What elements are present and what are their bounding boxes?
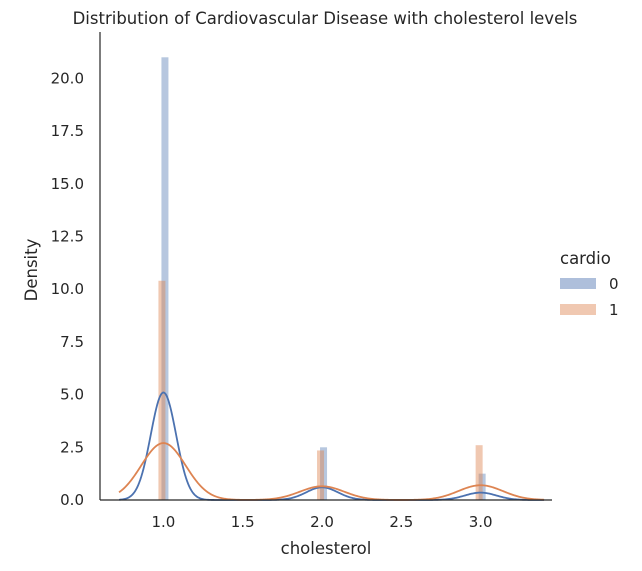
bar-cardio-1-2 xyxy=(317,450,325,500)
x-axis-label: cholesterol xyxy=(281,539,372,558)
x-tick-label: 3.0 xyxy=(469,513,493,531)
bar-cardio-1-1 xyxy=(158,280,166,500)
y-tick-label: 0.0 xyxy=(60,491,84,509)
x-tick-label: 1.0 xyxy=(152,513,176,531)
y-tick-label: 7.5 xyxy=(60,333,84,351)
y-tick-label: 12.5 xyxy=(51,227,84,245)
legend-label-cardio-0: 0 xyxy=(609,275,619,293)
y-tick-label: 17.5 xyxy=(51,122,84,140)
kde-line-cardio-1 xyxy=(118,442,545,501)
x-tick-label: 1.5 xyxy=(231,513,255,531)
bar-cardio-1-3 xyxy=(475,445,483,500)
y-axis-label: Density xyxy=(22,238,41,301)
legend-items: 01 xyxy=(560,275,619,319)
axes-layer xyxy=(99,32,552,501)
bar-cardio-0-1 xyxy=(161,57,169,500)
y-tick-label: 2.5 xyxy=(60,438,84,456)
x-tick-labels: 1.0 1.5 2.0 2.5 3.0 xyxy=(152,513,493,531)
y-tick-label: 5.0 xyxy=(60,386,84,404)
legend-swatch-cardio-0 xyxy=(560,278,596,289)
y-tick-labels: 0.0 2.5 5.0 7.5 10.0 12.5 15.0 17.5 20.0 xyxy=(51,69,84,509)
legend: cardio 01 xyxy=(560,249,619,319)
bar-cardio-0-2 xyxy=(320,447,328,500)
legend-label-cardio-1: 1 xyxy=(609,301,619,319)
y-tick-label: 20.0 xyxy=(51,69,84,87)
x-tick-label: 2.5 xyxy=(389,513,413,531)
legend-swatch-cardio-1 xyxy=(560,304,596,315)
y-tick-label: 10.0 xyxy=(51,280,84,298)
kde-line-cardio-0 xyxy=(118,391,545,501)
legend-title: cardio xyxy=(560,249,611,268)
y-tick-label: 15.0 xyxy=(51,175,84,193)
bars-layer xyxy=(158,57,486,500)
x-tick-label: 2.0 xyxy=(310,513,334,531)
kde-layer xyxy=(118,391,545,501)
bar-cardio-0-3 xyxy=(478,473,486,500)
chart-title: Distribution of Cardiovascular Disease w… xyxy=(73,9,578,28)
